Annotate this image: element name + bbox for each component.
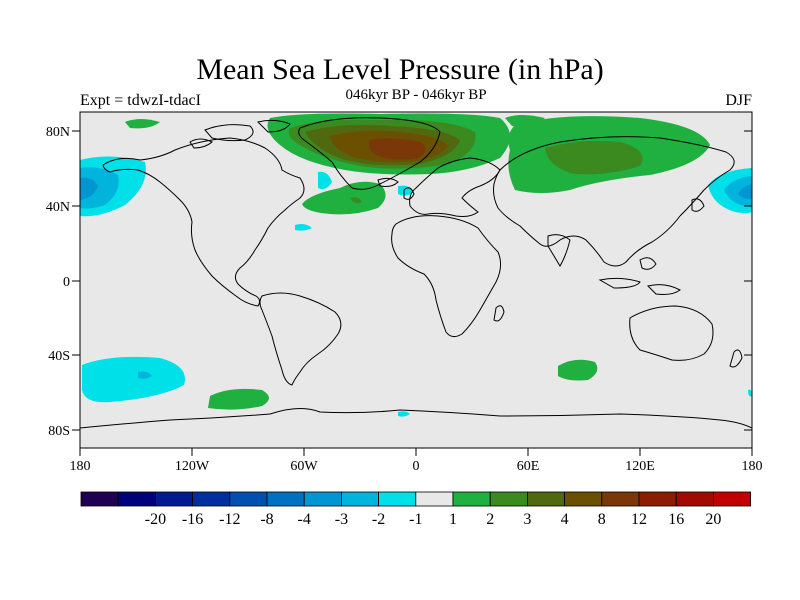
coastline-new-zealand: [729, 349, 743, 368]
chart-title: Mean Sea Level Pressure (in hPa): [196, 53, 604, 86]
colorbar-label: 12: [631, 511, 647, 528]
coastline-greenland: [298, 117, 441, 190]
x-tick-label: 60E: [517, 459, 540, 474]
anomaly-region-north-atlantic: [302, 181, 386, 215]
coastlines: [80, 117, 752, 429]
y-axis: [72, 130, 752, 431]
anomaly-region-barents: [505, 115, 545, 127]
y-tick-labels: 80N 40N 0 40S 80S: [46, 125, 70, 439]
colorbar-swatch: [378, 491, 417, 507]
coastline-australia: [629, 305, 714, 361]
anomaly-region-beaufort: [125, 119, 160, 129]
colorbar-label: -8: [260, 511, 273, 528]
colorbar-swatch: [117, 491, 156, 507]
coastline-asia: [493, 136, 735, 267]
anomaly-region-north-pacific-east-3: [80, 177, 98, 200]
x-tick-label: 120E: [625, 459, 655, 474]
y-tick-label: 80N: [46, 125, 70, 140]
colorbar-label: 2: [486, 511, 494, 528]
colorbar-swatch: [713, 491, 752, 507]
coastline-north-america: [102, 137, 305, 307]
anomaly-region-antarctic-cyan: [398, 411, 410, 417]
colorbar-swatch: [527, 491, 566, 507]
colorbar-label: -12: [219, 511, 240, 528]
colorbar-label: 3: [523, 511, 531, 528]
colorbar-swatch: [601, 491, 640, 507]
x-tick-label: 180: [742, 459, 763, 474]
contour-fills: [80, 113, 752, 429]
y-tick-label: 40S: [48, 349, 70, 364]
colorbar-swatch: [229, 491, 268, 507]
coastline-british-isles: [403, 187, 415, 200]
season-label: DJF: [725, 92, 752, 109]
coastline-south-america: [259, 292, 342, 386]
anomaly-region-north-pacific-west-2: [724, 176, 752, 206]
anomaly-region-south-atlantic: [208, 388, 269, 410]
anomaly-region-south-pacific-1: [82, 356, 185, 403]
colorbar-swatch: [80, 491, 119, 507]
colorbar-swatch: [638, 491, 677, 507]
colorbar-label: -16: [182, 511, 203, 528]
x-tick-label: 120W: [175, 459, 210, 474]
x-tick-label: 60W: [290, 459, 318, 474]
colorbar-swatch: [154, 491, 193, 507]
x-tick-label: 0: [413, 459, 420, 474]
coastline-arctic-islands: [189, 119, 291, 149]
colorbar-swatch: [340, 491, 379, 507]
colorbar-label: -1: [409, 511, 422, 528]
colorbar-label: -20: [145, 511, 166, 528]
anomaly-region-north-pacific-west-3: [738, 184, 752, 200]
colorbar-swatch: [266, 491, 305, 507]
y-tick-label: 80S: [48, 424, 70, 439]
coastline-indonesia: [598, 257, 681, 295]
x-tick-label: 180: [70, 459, 91, 474]
experiment-label: Expt = tdwzI-tdacI: [80, 92, 201, 109]
colorbar-swatch: [452, 491, 491, 507]
coastline-india: [547, 234, 571, 267]
colorbar-label: -2: [372, 511, 385, 528]
anomaly-region-azores: [295, 224, 312, 231]
colorbar-label: 8: [598, 511, 606, 528]
anomaly-region-north-pacific-east-2: [80, 167, 119, 209]
colorbar-label: -4: [298, 511, 311, 528]
anomaly-region-siberia-3: [545, 140, 643, 175]
y-tick-label: 40N: [46, 200, 70, 215]
colorbar-swatch: [303, 491, 342, 507]
colorbar-label: 16: [668, 511, 684, 528]
coastline-madagascar: [493, 305, 505, 322]
coastline-japan: [691, 198, 705, 212]
anomaly-region-greenland-12: [369, 138, 426, 160]
y-tick-label: 0: [63, 275, 70, 290]
colorbar: -20 -16 -12 -8 -4 -3 -2 -1 1 2 3 4 8 12 16 20: [80, 491, 752, 528]
anomaly-region-antarctic-east: [748, 389, 752, 397]
coastline-iceland: [377, 177, 399, 187]
anomaly-region-south-pacific-2: [138, 371, 152, 379]
colorbar-swatch: [564, 491, 603, 507]
colorbar-label: 1: [449, 511, 457, 528]
anomaly-region-north-atlantic-3: [350, 197, 362, 204]
colorbar-label: 20: [705, 511, 721, 528]
colorbar-label: 4: [561, 511, 569, 528]
colorbar-swatch: [415, 491, 454, 507]
coastline-africa: [391, 215, 502, 338]
colorbar-swatch: [489, 491, 528, 507]
colorbar-swatch: [675, 491, 714, 507]
x-axis: [79, 448, 753, 456]
coastline-antarctica: [80, 408, 752, 429]
colorbar-swatch: [192, 491, 231, 507]
coastline-europe: [409, 157, 501, 217]
anomaly-region-south-indian: [558, 359, 598, 381]
period-label: 046kyr BP - 046kyr BP: [345, 87, 487, 103]
colorbar-label: -3: [335, 511, 348, 528]
anomaly-region-labrador: [318, 171, 332, 190]
x-tick-labels: 180 120W 60W 0 60E 120E 180: [70, 459, 763, 474]
